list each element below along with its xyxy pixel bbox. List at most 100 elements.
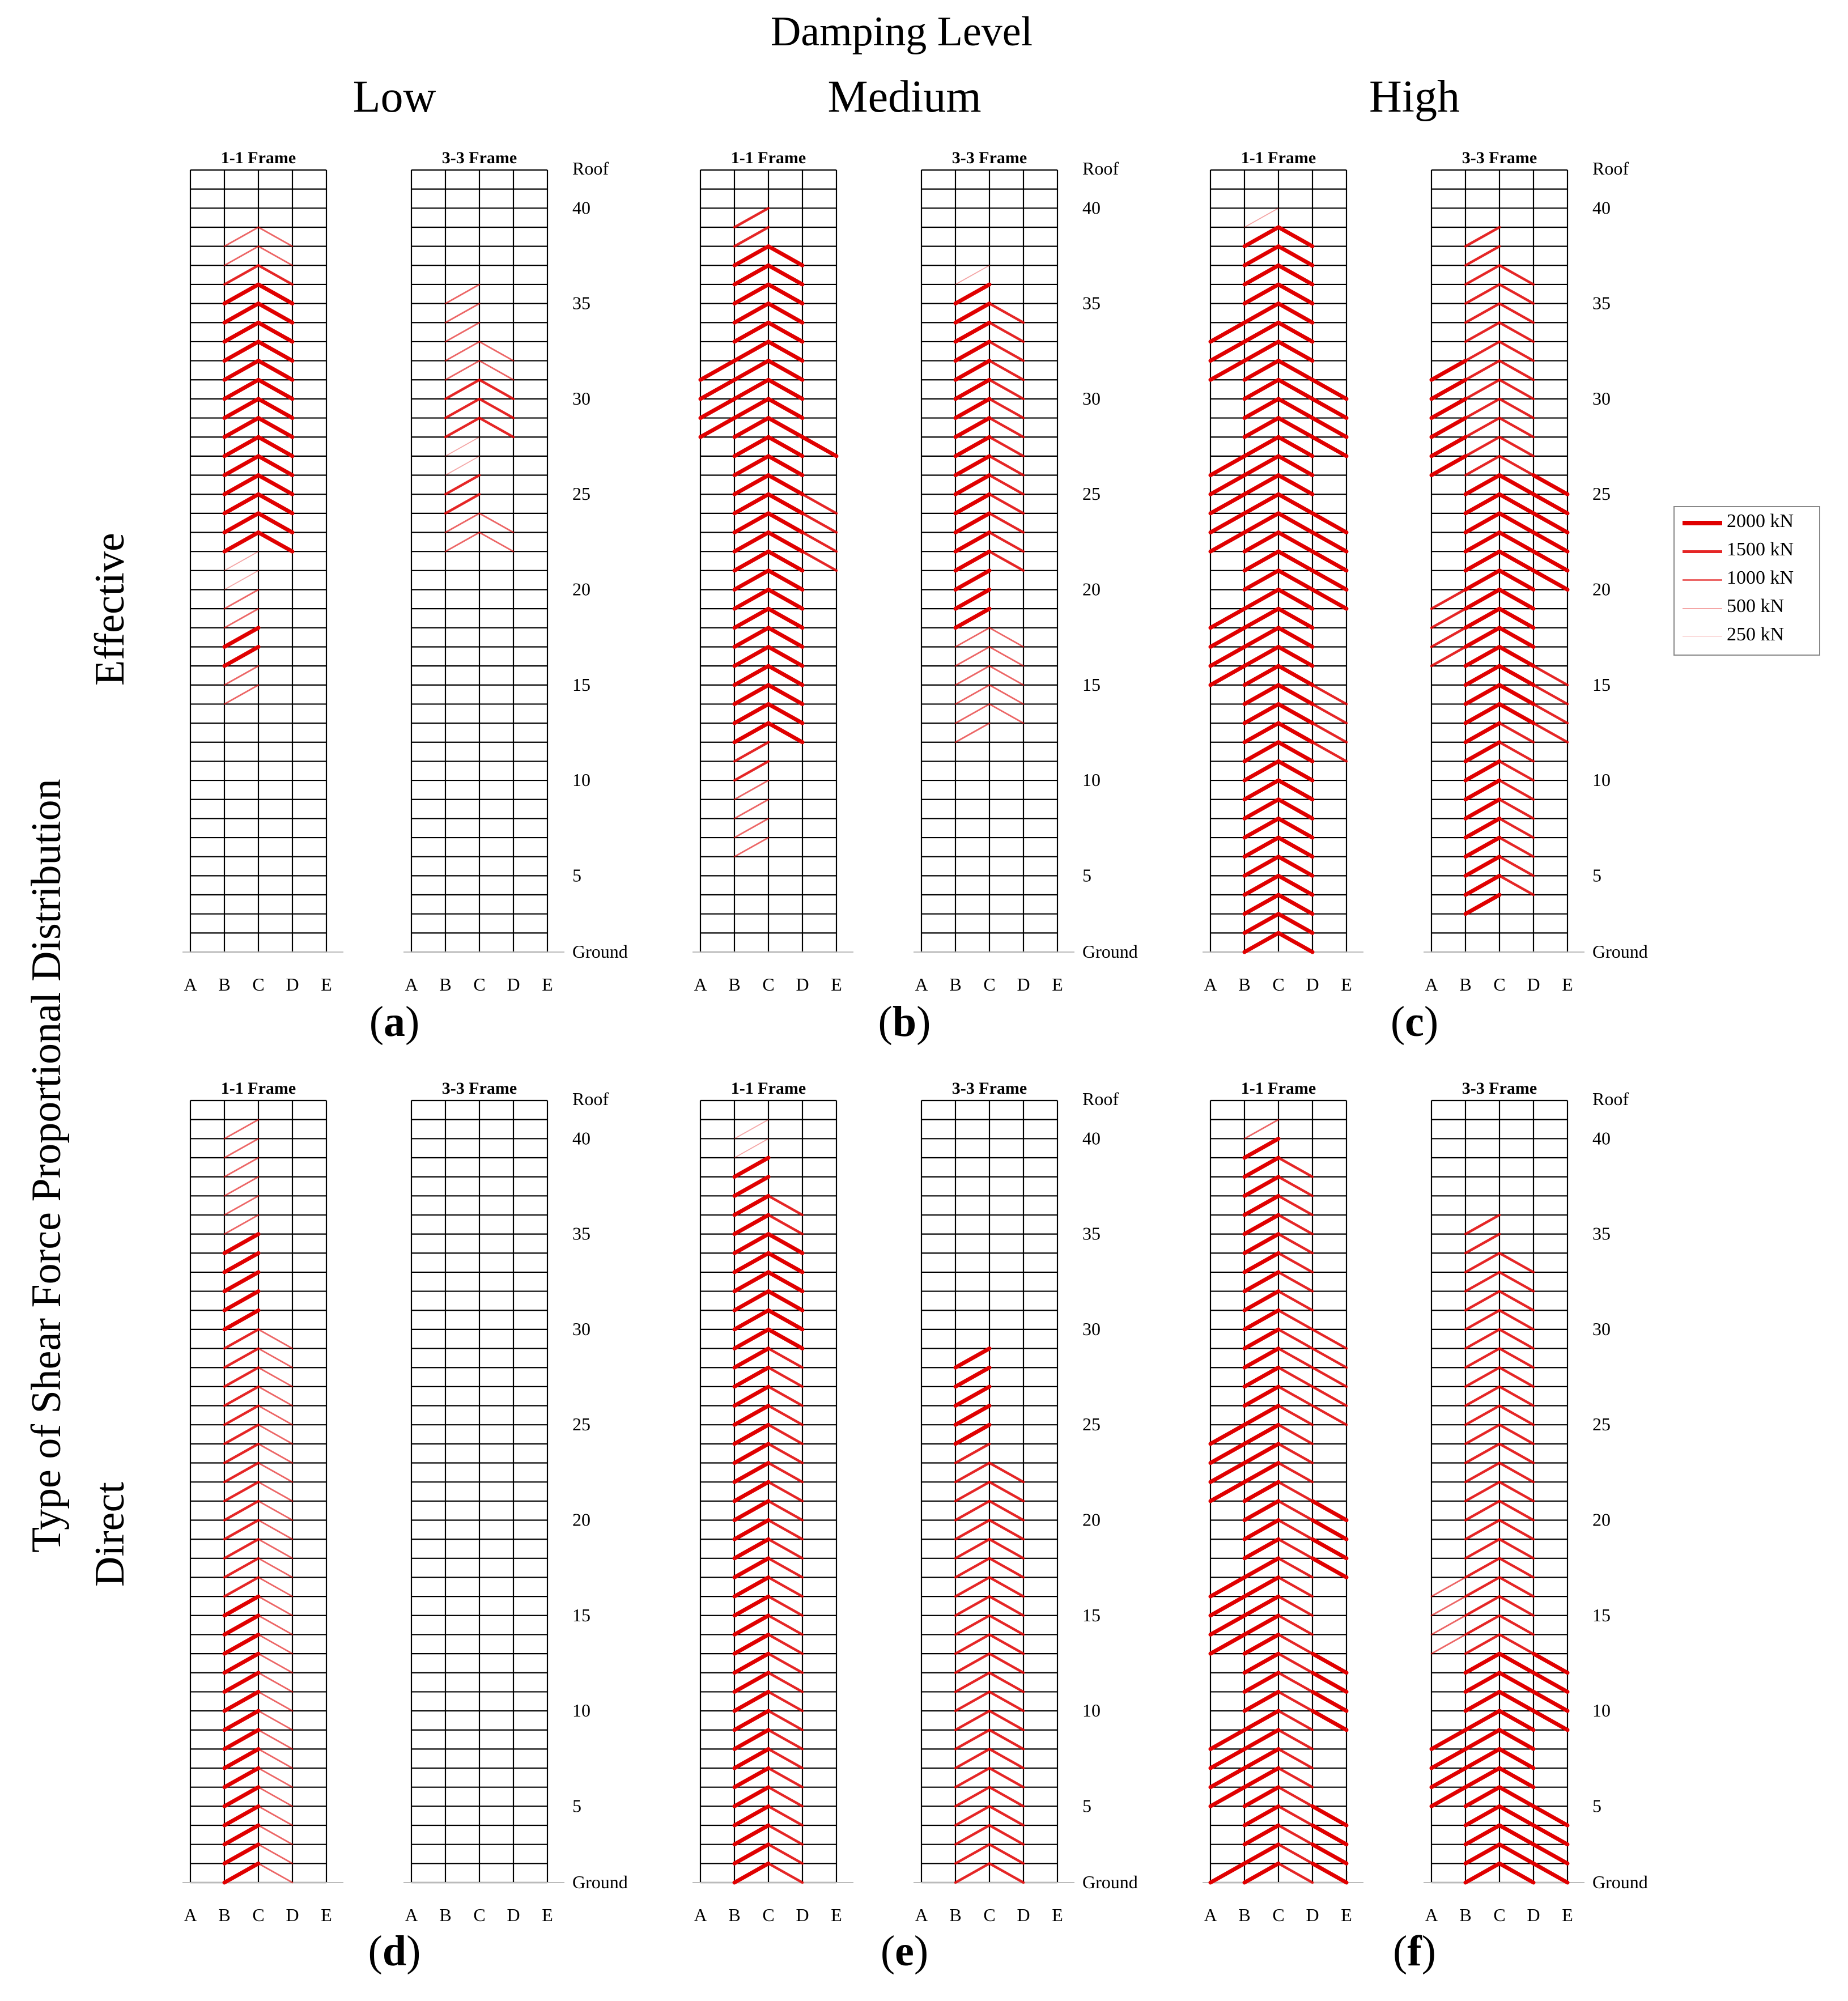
brace-member [954,1614,991,1636]
brace-member [1464,1557,1501,1579]
brace-member [988,1633,1025,1655]
brace-member [767,1404,804,1426]
brace-member [1277,1633,1314,1655]
brace-member [954,1786,991,1808]
brace-member [732,644,771,668]
brace-member [1464,1595,1501,1617]
brace-member [1464,1519,1501,1541]
brace-member [1464,454,1501,477]
brace-member [1277,1213,1314,1235]
brace-member [1498,1442,1535,1464]
brace-member [732,454,771,478]
brace-member [1276,416,1315,439]
brace-member [954,1595,991,1617]
brace-member [1277,1233,1314,1255]
brace-member [1277,1423,1314,1446]
brace-member [988,512,1025,534]
brace-member [1532,721,1569,744]
column-axis-label: A [1204,974,1217,995]
floor-axis-label: 20 [572,1509,590,1530]
brace-member [1276,530,1315,554]
brace-member [1242,664,1281,687]
brace-member [954,1480,991,1503]
brace-member [1242,1251,1281,1274]
brace-member [257,1843,294,1864]
legend-entry-1000: 1000 kN [1675,566,1819,592]
brace-member [733,741,770,763]
brace-member [766,626,805,649]
brace-member [766,263,805,287]
brace-member [222,1747,261,1770]
brace-member [222,282,261,306]
floor-axis-label: 35 [1082,1223,1101,1244]
brace-member [257,226,294,248]
floor-axis-label: 20 [1592,1509,1611,1530]
frame-title: 3-3 Frame [1462,148,1537,167]
brace-member [988,1786,1025,1808]
brace-member [766,568,805,592]
brace-member [988,302,1025,324]
panel-label-e: (e) [819,1927,989,1976]
brace-member [1277,1805,1314,1827]
brace-member [1498,1499,1535,1522]
brace-member [953,397,992,420]
brace-member [1277,1404,1314,1426]
brace-member [953,549,992,573]
brace-member [223,1328,260,1350]
brace-member [1497,1785,1536,1808]
column-axis-label: D [286,974,299,995]
brace-member [1498,1328,1535,1350]
brace-member [1277,1519,1314,1541]
brace-member [1311,1404,1348,1426]
column-axis-label: B [1459,974,1471,995]
brace-member [732,1689,771,1713]
brace-member [1463,1709,1502,1732]
brace-member [954,1843,991,1865]
brace-member [954,722,991,744]
brace-member [1242,492,1281,516]
brace-member [1242,644,1281,668]
brace-member [732,530,771,554]
floor-axis-label: Roof [1082,1089,1119,1109]
brace-member [1463,797,1502,821]
brace-member [1463,1671,1502,1694]
brace-member [1242,511,1281,535]
brace-member [1242,435,1281,458]
brace-member [1276,606,1315,630]
brace-member [953,339,992,363]
brace-member [988,1728,1025,1751]
brace-member [478,512,515,533]
brace-member [732,1422,771,1446]
paren-close: ) [914,1927,929,1975]
brace-member [1242,721,1281,745]
brace-member [1498,397,1535,419]
brace-member [732,263,771,287]
brace-member [733,817,770,839]
brace-member [1310,435,1349,458]
brace-member [1464,1614,1501,1636]
brace-member [1497,492,1536,516]
brace-member [444,492,481,515]
brace-member [1429,377,1468,401]
floor-axis-label: 30 [572,1319,590,1339]
brace-member [222,1766,261,1790]
column-axis-label: E [1562,1905,1573,1925]
brace-member [257,1500,294,1521]
brace-member [257,1328,294,1349]
brace-member [223,1404,260,1426]
floor-axis-label: Roof [572,158,609,179]
brace-member [1498,435,1535,458]
brace-member [1463,873,1502,897]
frame-3-3: 3-3 Frame A B C D E Roof 40 35 30 25 20 15 10 5 Ground [1424,1079,1648,1925]
brace-member [732,1480,771,1503]
column-axis-label: B [1238,1905,1250,1925]
brace-member [1310,1671,1349,1694]
column-axis-label: D [286,1905,299,1925]
floor-axis-label: 15 [572,1605,590,1625]
frame-grid [189,169,328,953]
column-axis-label: A [405,974,418,995]
column-axis-label: C [1493,1905,1505,1925]
brace-member [222,1594,261,1618]
brace-member [257,1615,294,1635]
brace-member [767,1671,804,1693]
